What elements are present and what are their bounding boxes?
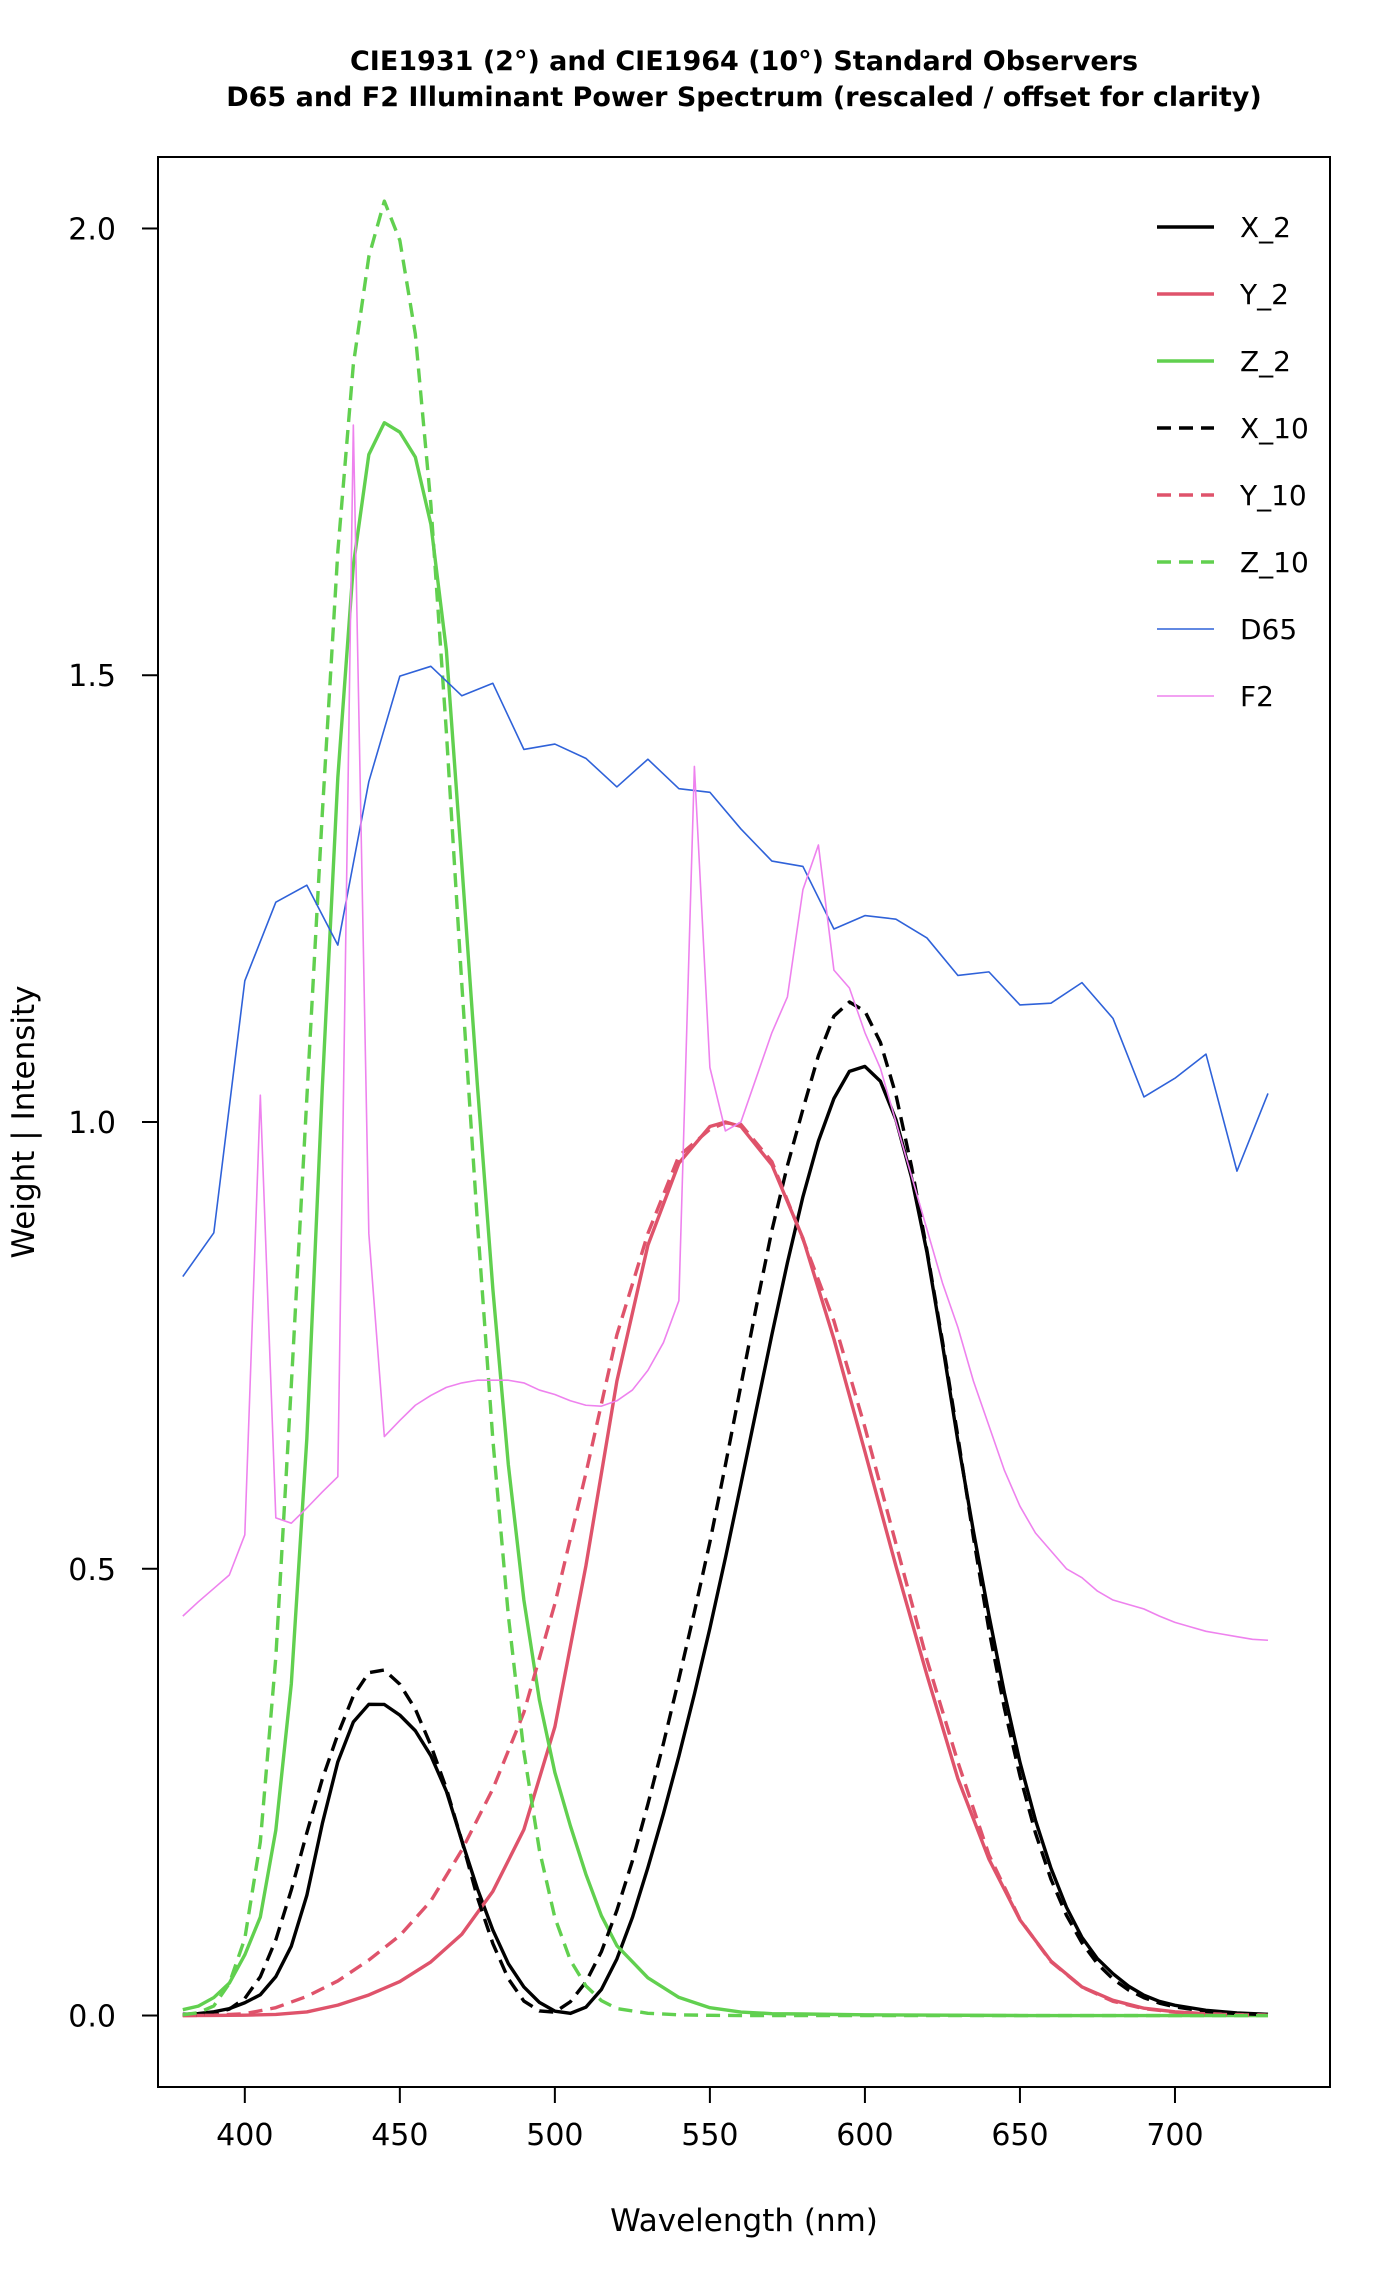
y-axis: 0.0 0.5 1.0 1.5 2.0 [68, 212, 159, 2035]
series-line-d65 [182, 665, 1269, 1278]
x-tick-label: 400 [216, 2118, 273, 2153]
x-tick-label: 650 [991, 2118, 1048, 2153]
legend-label-y-2: Y_2 [1239, 278, 1289, 311]
series-line-z-2 [182, 421, 1268, 2018]
legend-label-y-10: Y_10 [1239, 479, 1307, 512]
y-axis-label: Weight | Intensity [6, 985, 42, 1258]
legend-label-x-10: X_10 [1240, 412, 1309, 445]
plot-frame [157, 156, 1331, 2088]
legend-label-z-2: Z_2 [1240, 345, 1291, 378]
series-line-z-10 [182, 199, 1268, 2018]
chart-title-line-1: CIE1931 (2°) and CIE1964 (10°) Standard … [350, 46, 1138, 77]
x-tick-label: 500 [526, 2118, 583, 2153]
series-lines [182, 199, 1269, 2018]
legend: X_2 Y_2 Z_2 X_10 Y_10 Z_10 D65 F2 [1157, 211, 1309, 713]
x-tick-label: 600 [836, 2118, 893, 2153]
y-tick-label: 1.5 [68, 659, 116, 694]
y-tick-label: 0.5 [68, 1553, 116, 1588]
series-line-y-2 [182, 1120, 1269, 2018]
y-tick-label: 1.0 [68, 1106, 116, 1141]
x-axis-label: Wavelength (nm) [610, 2203, 878, 2239]
legend-label-z-10: Z_10 [1240, 546, 1309, 579]
chart-title: CIE1931 (2°) and CIE1964 (10°) Standard … [226, 46, 1262, 113]
x-tick-label: 550 [681, 2118, 738, 2153]
x-tick-label: 450 [371, 2118, 428, 2153]
series-line-x-2 [182, 1064, 1269, 2016]
x-axis: 400 450 500 550 600 650 700 [216, 2086, 1204, 2153]
series-line-x-10 [182, 1000, 1269, 2018]
legend-label-x-2: X_2 [1240, 211, 1291, 244]
x-tick-label: 700 [1146, 2118, 1203, 2153]
legend-label-f2: F2 [1240, 680, 1274, 713]
legend-label-d65: D65 [1240, 613, 1297, 646]
series-line-f2 [182, 424, 1269, 1642]
y-tick-label: 2.0 [68, 212, 116, 247]
y-tick-label: 0.0 [68, 2000, 116, 2035]
chart-title-line-2: D65 and F2 Illuminant Power Spectrum (re… [226, 82, 1262, 113]
series-line-y-10 [182, 1121, 1269, 2018]
